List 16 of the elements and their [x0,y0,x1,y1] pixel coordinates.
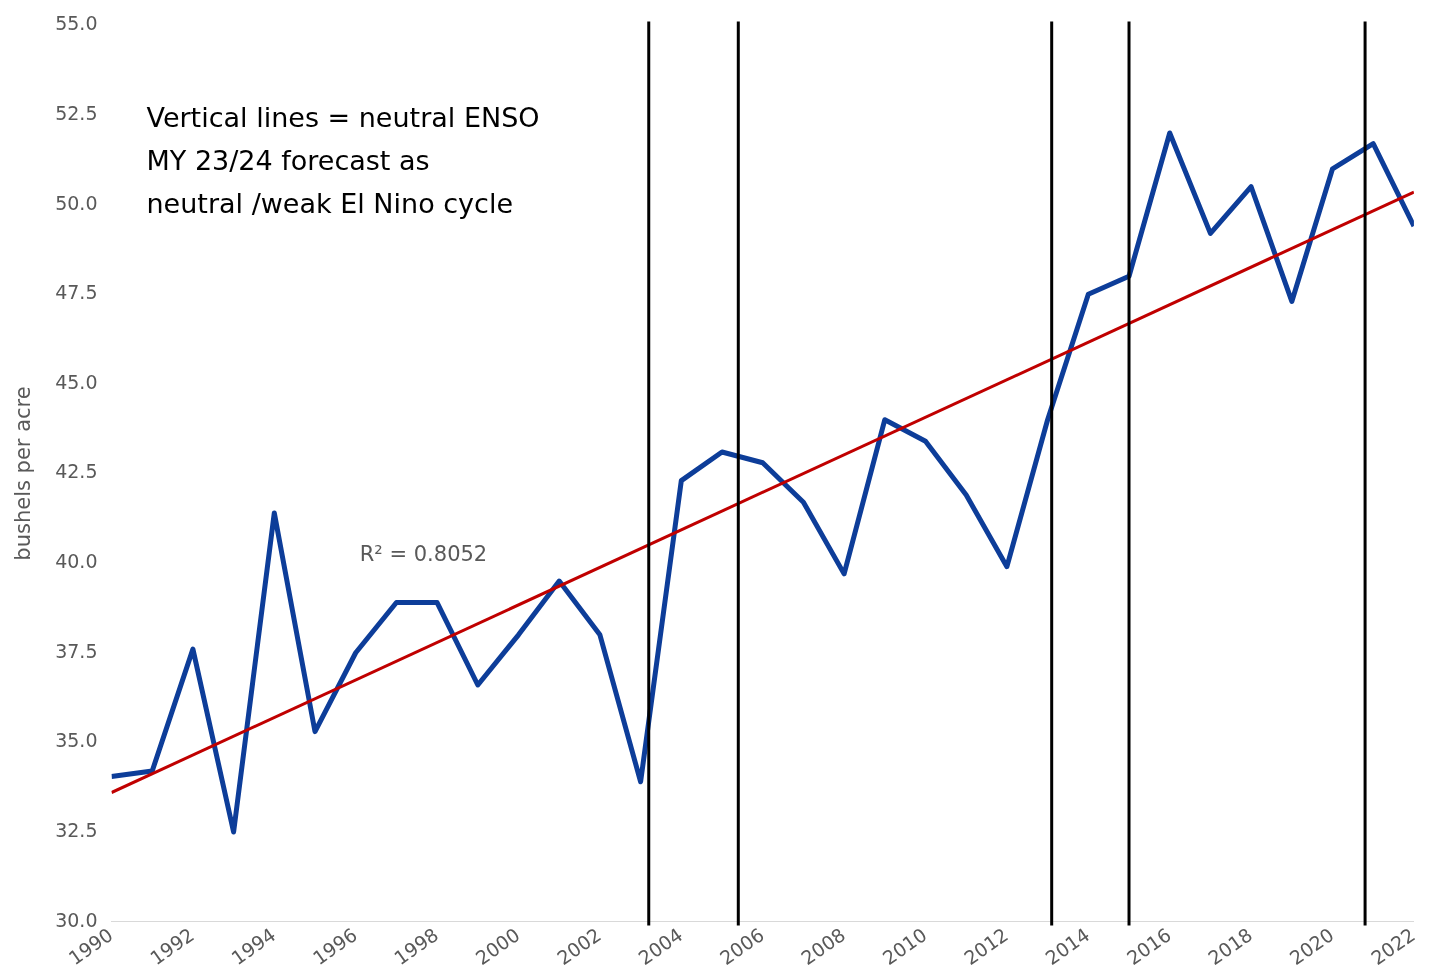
y-tick-label: 32.5 [55,818,98,841]
annotation: R² = 0.8052 [359,542,488,567]
y-tick-label: 42.5 [55,460,98,483]
y-tick-label: 52.5 [55,101,98,124]
y-tick-label: 40.0 [55,550,98,573]
y-tick-label: 55.0 [55,12,98,35]
y-tick-label: 37.5 [55,639,98,662]
annotation: MY 23/24 forecast as [146,145,430,177]
annotation: neutral /weak El Nino cycle [146,188,514,220]
y-tick-label: 47.5 [55,281,98,304]
y-axis-title: bushels per acre [11,386,36,561]
y-tick-label: 45.0 [55,370,98,393]
y-tick-label: 35.0 [55,729,98,752]
y-tick-label: 50.0 [55,191,98,214]
y-tick-label: 30.0 [55,908,98,931]
annotation: Vertical lines = neutral ENSO [146,102,540,134]
